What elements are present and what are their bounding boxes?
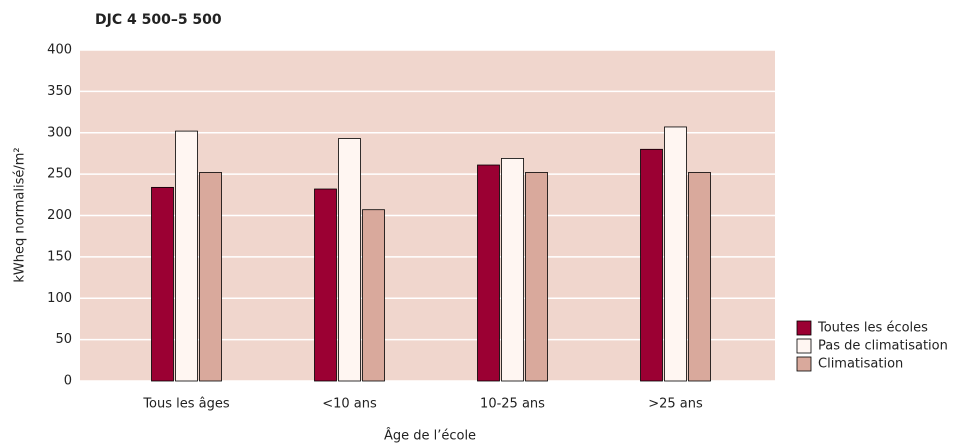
y-tick-label: 0 [64,374,72,389]
y-tick-label: 100 [47,291,72,306]
bar [501,158,524,382]
x-axis-label: Âge de l’école [384,428,476,444]
y-axis-label: kWheq normalisé/m² [13,147,28,282]
bar [338,138,361,382]
y-tick-label: 150 [47,249,72,264]
legend-label: Toutes les écoles [817,321,928,336]
bar [688,172,711,382]
bar [525,172,548,382]
x-tick-label: <10 ans [322,397,377,412]
y-tick-label: 300 [47,125,72,140]
bar [151,186,174,382]
y-tick-label: 200 [47,208,72,223]
bar [664,126,687,382]
legend-swatch [796,338,812,354]
x-tick-label: >25 ans [648,397,703,412]
bar [175,130,198,382]
x-tick-label: 10-25 ans [480,397,545,412]
bar [199,172,222,382]
bar [477,164,500,382]
y-tick-label: 50 [55,332,72,347]
x-tick-label: Tous les âges [142,397,230,412]
y-tick-label: 250 [47,167,72,182]
chart-title: DJC 4 500–5 500 [95,12,222,28]
legend-label: Climatisation [818,357,903,372]
bar [362,209,385,382]
legend-swatch [796,320,812,336]
legend-swatch [796,356,812,372]
y-tick-label: 400 [47,43,72,58]
y-tick-label: 350 [47,84,72,99]
bar [640,148,663,382]
legend-label: Pas de climatisation [818,339,948,354]
bar [314,188,337,382]
